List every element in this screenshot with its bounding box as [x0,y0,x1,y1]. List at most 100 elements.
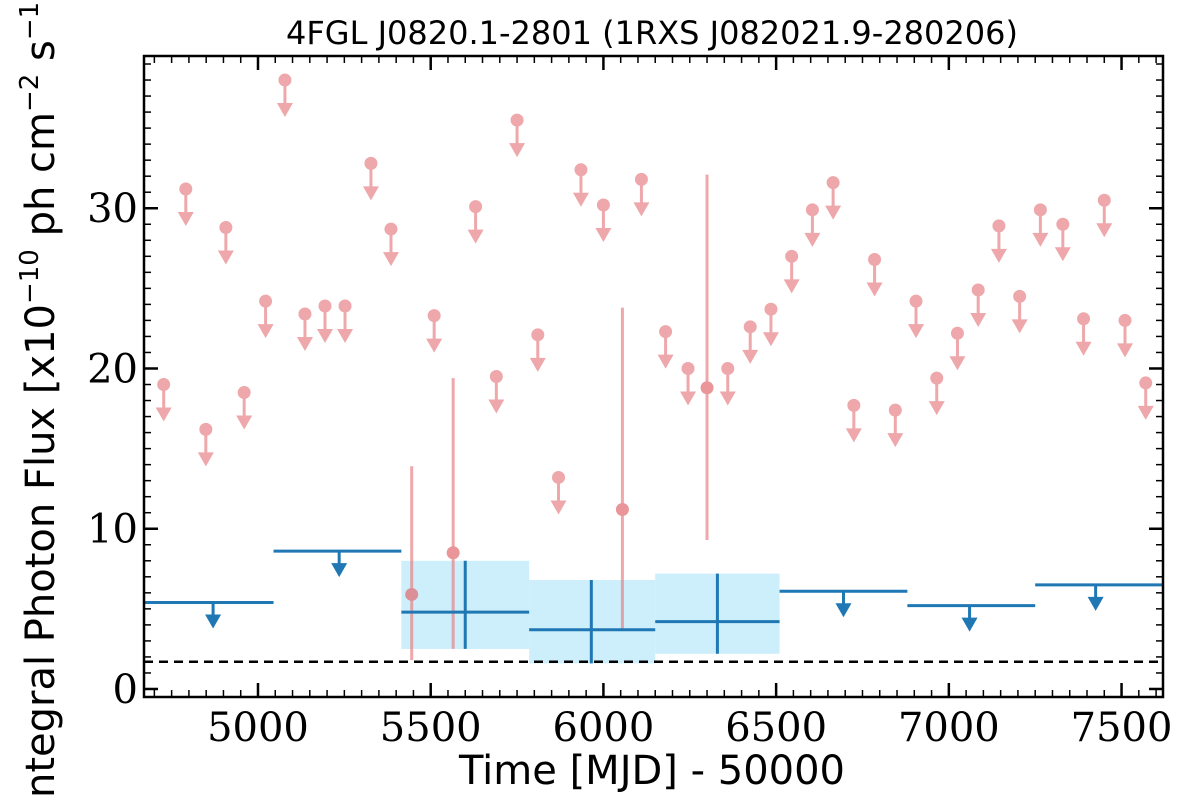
fine-upper-limit [337,299,354,343]
coarse-upper-limit-arrowhead [835,603,852,618]
upper-limit-arrowhead [1117,343,1134,358]
upper-limit-marker [574,163,588,177]
fine-upper-limit [825,176,842,220]
upper-limit-arrowhead [680,391,697,406]
upper-limit-marker [237,386,251,400]
upper-limit-marker [469,200,483,214]
upper-limit-arrowhead [804,232,821,247]
upper-limit-arrowhead [177,212,194,227]
upper-limit-marker [427,309,441,323]
upper-limit-arrowhead [1075,341,1092,356]
upper-limit-arrowhead [337,328,354,343]
x-tick-label: 5000 [207,705,309,751]
upper-limit-marker [384,222,398,236]
fine-upper-limit [362,156,379,201]
upper-limit-arrowhead [467,229,484,244]
fine-upper-limit [804,203,821,247]
upper-limit-arrowhead [825,205,842,220]
upper-limit-marker [1077,312,1091,326]
fine-upper-limit [949,326,966,371]
detection-marker [615,503,629,517]
upper-limit-marker [489,370,503,383]
fine-upper-limit [382,222,399,267]
upper-limit-arrowhead [719,391,736,406]
upper-limit-marker [531,328,545,342]
upper-limit-marker [1033,203,1047,217]
upper-limit-arrowhead [217,250,234,265]
upper-limit-marker [157,378,171,392]
fine-upper-limit [970,283,987,327]
axes: 5000 5500 6000 6500 7000 7500 0 10 20 30 [87,54,1172,751]
x-tick-label: 7000 [898,705,1000,751]
fine-upper-limit [426,309,443,353]
upper-limit-marker [596,198,610,212]
fine-upper-limit [1137,376,1154,420]
coarse-detection [655,573,780,654]
upper-limit-arrowhead [845,428,862,443]
upper-limit-arrowhead [657,354,674,369]
upper-limit-marker [510,113,524,127]
fine-upper-limit [257,294,274,339]
upper-limit-arrowhead [488,399,505,414]
y-axis-label-part: ph cm [18,112,64,249]
upper-limit-marker [199,422,213,436]
upper-limit-arrowhead [928,401,945,416]
coarse-upper-limit [144,600,274,629]
upper-limit-marker [930,371,944,385]
fine-upper-limit [866,253,883,297]
fine-upper-limit [236,386,253,430]
y-tick-label: 10 [87,507,138,553]
y-tick-label: 0 [113,667,138,713]
fine-upper-limit [783,249,800,294]
coarse-upper-limit [907,604,1036,632]
fine-upper-limit [657,325,674,369]
fine-upper-limit [1032,203,1049,247]
upper-limit-arrowhead [887,433,904,448]
upper-limit-arrowhead [990,248,1007,263]
fine-upper-limit [177,182,194,227]
upper-limit-marker [659,325,673,339]
upper-limit-marker [179,182,193,196]
fine-upper-limit [155,378,172,422]
upper-limit-arrowhead [257,324,274,339]
upper-limit-marker [219,220,233,234]
upper-limit-marker [552,470,566,484]
upper-limit-arrowhead [866,282,883,297]
fine-upper-limit [550,470,567,515]
y-axis-label-exponent: −10 [15,249,45,304]
fine-upper-limit [296,307,313,352]
upper-limit-arrowhead [529,357,546,372]
chart-title: 4FGL J0820.1-2801 (1RXS J082021.9-280206… [286,14,1018,52]
fine-upper-limit [908,294,925,339]
upper-limit-arrowhead [236,415,253,430]
upper-limit-marker [785,249,799,263]
fine-upper-limit [887,403,904,448]
y-tick-label: 30 [87,186,138,232]
upper-limit-arrowhead [1096,223,1113,238]
upper-limit-arrowhead [550,500,567,515]
upper-limit-marker [681,361,695,375]
fine-upper-limit [742,320,759,364]
coarse-upper-limit-arrowhead [331,563,348,578]
upper-limit-arrowhead [1011,319,1028,334]
upper-limit-marker [259,294,273,308]
fine-upper-limit [529,328,546,372]
upper-limit-marker [971,283,985,297]
coarse-upper-limit [273,549,402,578]
upper-limit-arrowhead [742,349,759,364]
y-axis-label-part: Integral Photon Flux [x10 [18,304,64,800]
upper-limit-arrowhead [276,103,293,118]
x-tick-label: 5500 [380,705,482,751]
upper-limit-marker [992,219,1006,233]
upper-limit-marker [364,156,378,170]
upper-limit-arrowhead [426,338,443,353]
fine-upper-limit [197,422,214,467]
fine-upper-limit [928,371,945,416]
fine-upper-limit [1075,312,1092,356]
fine-upper-limit [762,302,779,347]
upper-limit-marker [909,294,923,308]
coarse-detection [529,580,656,664]
y-axis-label: Integral Photon Flux [x10−10 ph cm−2 s−1… [15,0,64,800]
fine-upper-limit [990,219,1007,263]
